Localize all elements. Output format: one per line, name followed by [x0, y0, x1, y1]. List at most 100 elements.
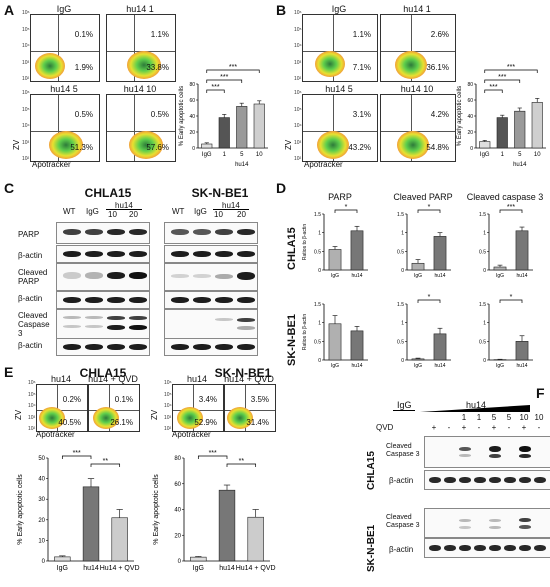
- x-axis-label: hu14: [235, 162, 249, 168]
- y-tick-label: 0.5: [479, 249, 486, 255]
- panel-e-chla15-bar-chart: 0 10 20 30 40 50 IgG hu14 Hu14 + QVD % Early apop…: [17, 450, 140, 572]
- x-tick-label: IgG: [331, 363, 339, 369]
- protein-band: [129, 344, 147, 350]
- bar: [531, 102, 543, 149]
- significance-bracket: [417, 209, 441, 213]
- y-tick-label: 0: [42, 559, 46, 565]
- cell-population-density: [317, 131, 349, 159]
- f-row-label-sknbe1: SK-N-BE1: [366, 524, 377, 572]
- d-col-title-cleaved-caspase3: Cleaved caspase 3: [466, 192, 544, 202]
- panel-d-cleaved-parp-sknbe1-chart: 0 0.5 1 1.5 IgG hu14 *: [397, 294, 451, 369]
- quadrant-line: [134, 95, 135, 161]
- axis-tick-label: 10⁵: [294, 106, 302, 113]
- x-axis-label: hu14: [513, 162, 527, 168]
- cell-population-density: [227, 407, 253, 429]
- protein-band: [237, 297, 255, 303]
- panel-d-cleaved-caspase3-chla15-chart: 0 0.5 1 1.5 IgG hu14 ***: [479, 204, 533, 279]
- flow-plot: 1.1% 33.8%: [106, 14, 176, 82]
- blot-strip: [56, 309, 150, 339]
- lower-right-percentage: 52.9%: [194, 418, 217, 427]
- axis-tick-label: 10²: [164, 426, 172, 432]
- significance-bracket: [206, 79, 243, 83]
- flow-x-axis-label: Apotracker: [172, 430, 211, 439]
- y-tick-label: 20: [189, 130, 195, 136]
- axis-tick-label: 10⁶: [294, 10, 302, 16]
- protein-band: [237, 229, 255, 235]
- cell-population-density: [315, 51, 345, 77]
- qvd-sign: -: [537, 423, 541, 432]
- axis-tick-label: 10⁵: [28, 391, 36, 398]
- axis-tick-label: 10⁴: [164, 403, 172, 409]
- qvd-sign: -: [447, 423, 451, 432]
- axis-tick-label: 10⁵: [22, 106, 30, 113]
- x-tick-label: IgG: [496, 273, 504, 279]
- e-title-sknbe1: SK-N-BE1: [214, 366, 272, 380]
- bar: [328, 323, 342, 361]
- protein-band: [519, 446, 531, 452]
- flow-plot: 3.5% 31.4%: [224, 384, 276, 432]
- bar: [54, 556, 71, 562]
- protein-band: [171, 274, 189, 278]
- quadrant-line: [333, 15, 334, 81]
- protein-band: [63, 344, 81, 350]
- significance-stars: ***: [498, 74, 506, 81]
- y-axis-label: Ratios to β-actin: [302, 314, 308, 350]
- blot-row-label-cleaved-caspase3: Cleaved Caspase 3: [18, 311, 50, 338]
- y-tick-label: 1.5: [397, 302, 404, 308]
- protein-band: [237, 251, 255, 257]
- x-tick-label: hu14: [434, 363, 445, 369]
- flow-plot: 3.1% 43.2%: [302, 94, 378, 162]
- lane-label-hu14: hu14: [115, 201, 133, 210]
- flow-plot: 0.5% 51.3%: [30, 94, 100, 162]
- bar: [411, 262, 425, 271]
- flow-plot-title: IgG: [331, 4, 347, 14]
- flow-plot: 1.1% 7.1%: [302, 14, 378, 82]
- blot-strip: [56, 245, 150, 263]
- y-tick-label: 0.5: [314, 339, 321, 345]
- axis-tick-label: 10³: [294, 59, 302, 66]
- significance-bracket: [61, 455, 92, 459]
- dose-label: 1: [461, 413, 467, 422]
- y-tick-label: 0: [483, 268, 486, 274]
- protein-band: [519, 545, 531, 551]
- y-tick-label: 0.5: [397, 249, 404, 255]
- qvd-sign: +: [491, 423, 497, 432]
- dose-label: 5: [506, 413, 512, 422]
- y-tick-label: 40: [174, 508, 181, 514]
- significance-bracket: [90, 463, 121, 467]
- protein-band: [489, 477, 501, 483]
- significance-stars: ***: [209, 450, 217, 457]
- protein-band: [85, 316, 103, 319]
- protein-band: [429, 545, 441, 551]
- panel-label-b: B: [276, 2, 287, 18]
- flow-plot: 0.1% 26.1%: [88, 384, 140, 432]
- y-tick-label: 1: [318, 321, 321, 327]
- protein-band: [534, 477, 546, 483]
- y-tick-label: 60: [174, 482, 181, 488]
- lower-right-percentage: 31.4%: [246, 418, 269, 427]
- significance-bracket: [484, 79, 521, 83]
- blot-strip: [424, 508, 550, 538]
- y-tick-label: 0: [192, 146, 195, 152]
- protein-band: [63, 272, 81, 279]
- protein-band: [193, 297, 211, 303]
- lower-right-percentage: 54.8%: [426, 143, 449, 152]
- blot-strip: [164, 309, 258, 339]
- protein-band: [107, 297, 125, 303]
- bar: [82, 486, 100, 562]
- significance-bracket: [417, 299, 441, 303]
- axis-tick-label: 10⁶: [28, 380, 36, 386]
- protein-band: [489, 454, 501, 458]
- lane-label-20: 20: [129, 210, 138, 219]
- bar: [411, 358, 425, 361]
- flow-y-axis-label: ZV: [12, 139, 21, 150]
- x-tick-label: IgG: [331, 273, 339, 279]
- x-tick-label: hu14: [516, 273, 527, 279]
- protein-band: [129, 297, 147, 303]
- f-blot-label-actin: β-actin: [389, 476, 414, 485]
- y-tick-label: 1: [318, 231, 321, 237]
- axis-tick-label: 10²: [22, 76, 30, 82]
- axis-tick-label: 10⁴: [28, 403, 36, 409]
- e-title-chla15: CHLA15: [79, 366, 127, 380]
- protein-band: [474, 545, 486, 551]
